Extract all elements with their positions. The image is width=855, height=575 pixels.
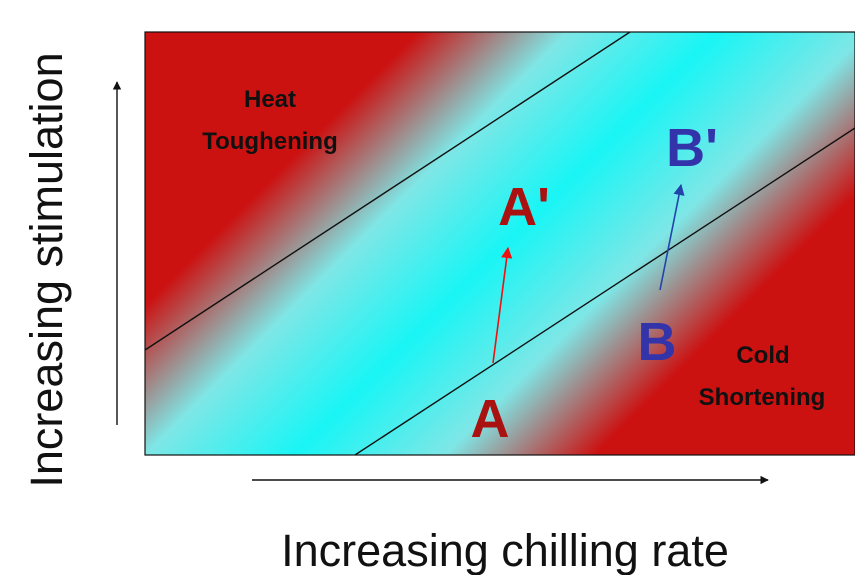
diagram-panel (145, 32, 855, 455)
cold-shortening-label-line1: Cold (736, 342, 789, 369)
a-to-a-prime-arrow (492, 246, 513, 364)
b-to-b-prime-arrow (659, 183, 685, 291)
point-a-label: A (471, 389, 510, 449)
point-a-prime-label: A' (498, 177, 550, 237)
lower-boundary-line (354, 127, 855, 455)
point-b-prime-label: B' (666, 118, 718, 178)
x-axis-label: Increasing chilling rate (281, 525, 729, 575)
diagram-frame (144, 31, 855, 456)
heat-toughening-label-line2: Toughening (202, 128, 338, 155)
y-axis-label: Increasing stimulation (21, 52, 72, 487)
point-b-label: B (638, 312, 677, 372)
heat-toughening-label-line1: Heat (244, 86, 296, 113)
upper-boundary-line (145, 32, 631, 351)
cold-shortening-label-line2: Shortening (699, 384, 826, 411)
